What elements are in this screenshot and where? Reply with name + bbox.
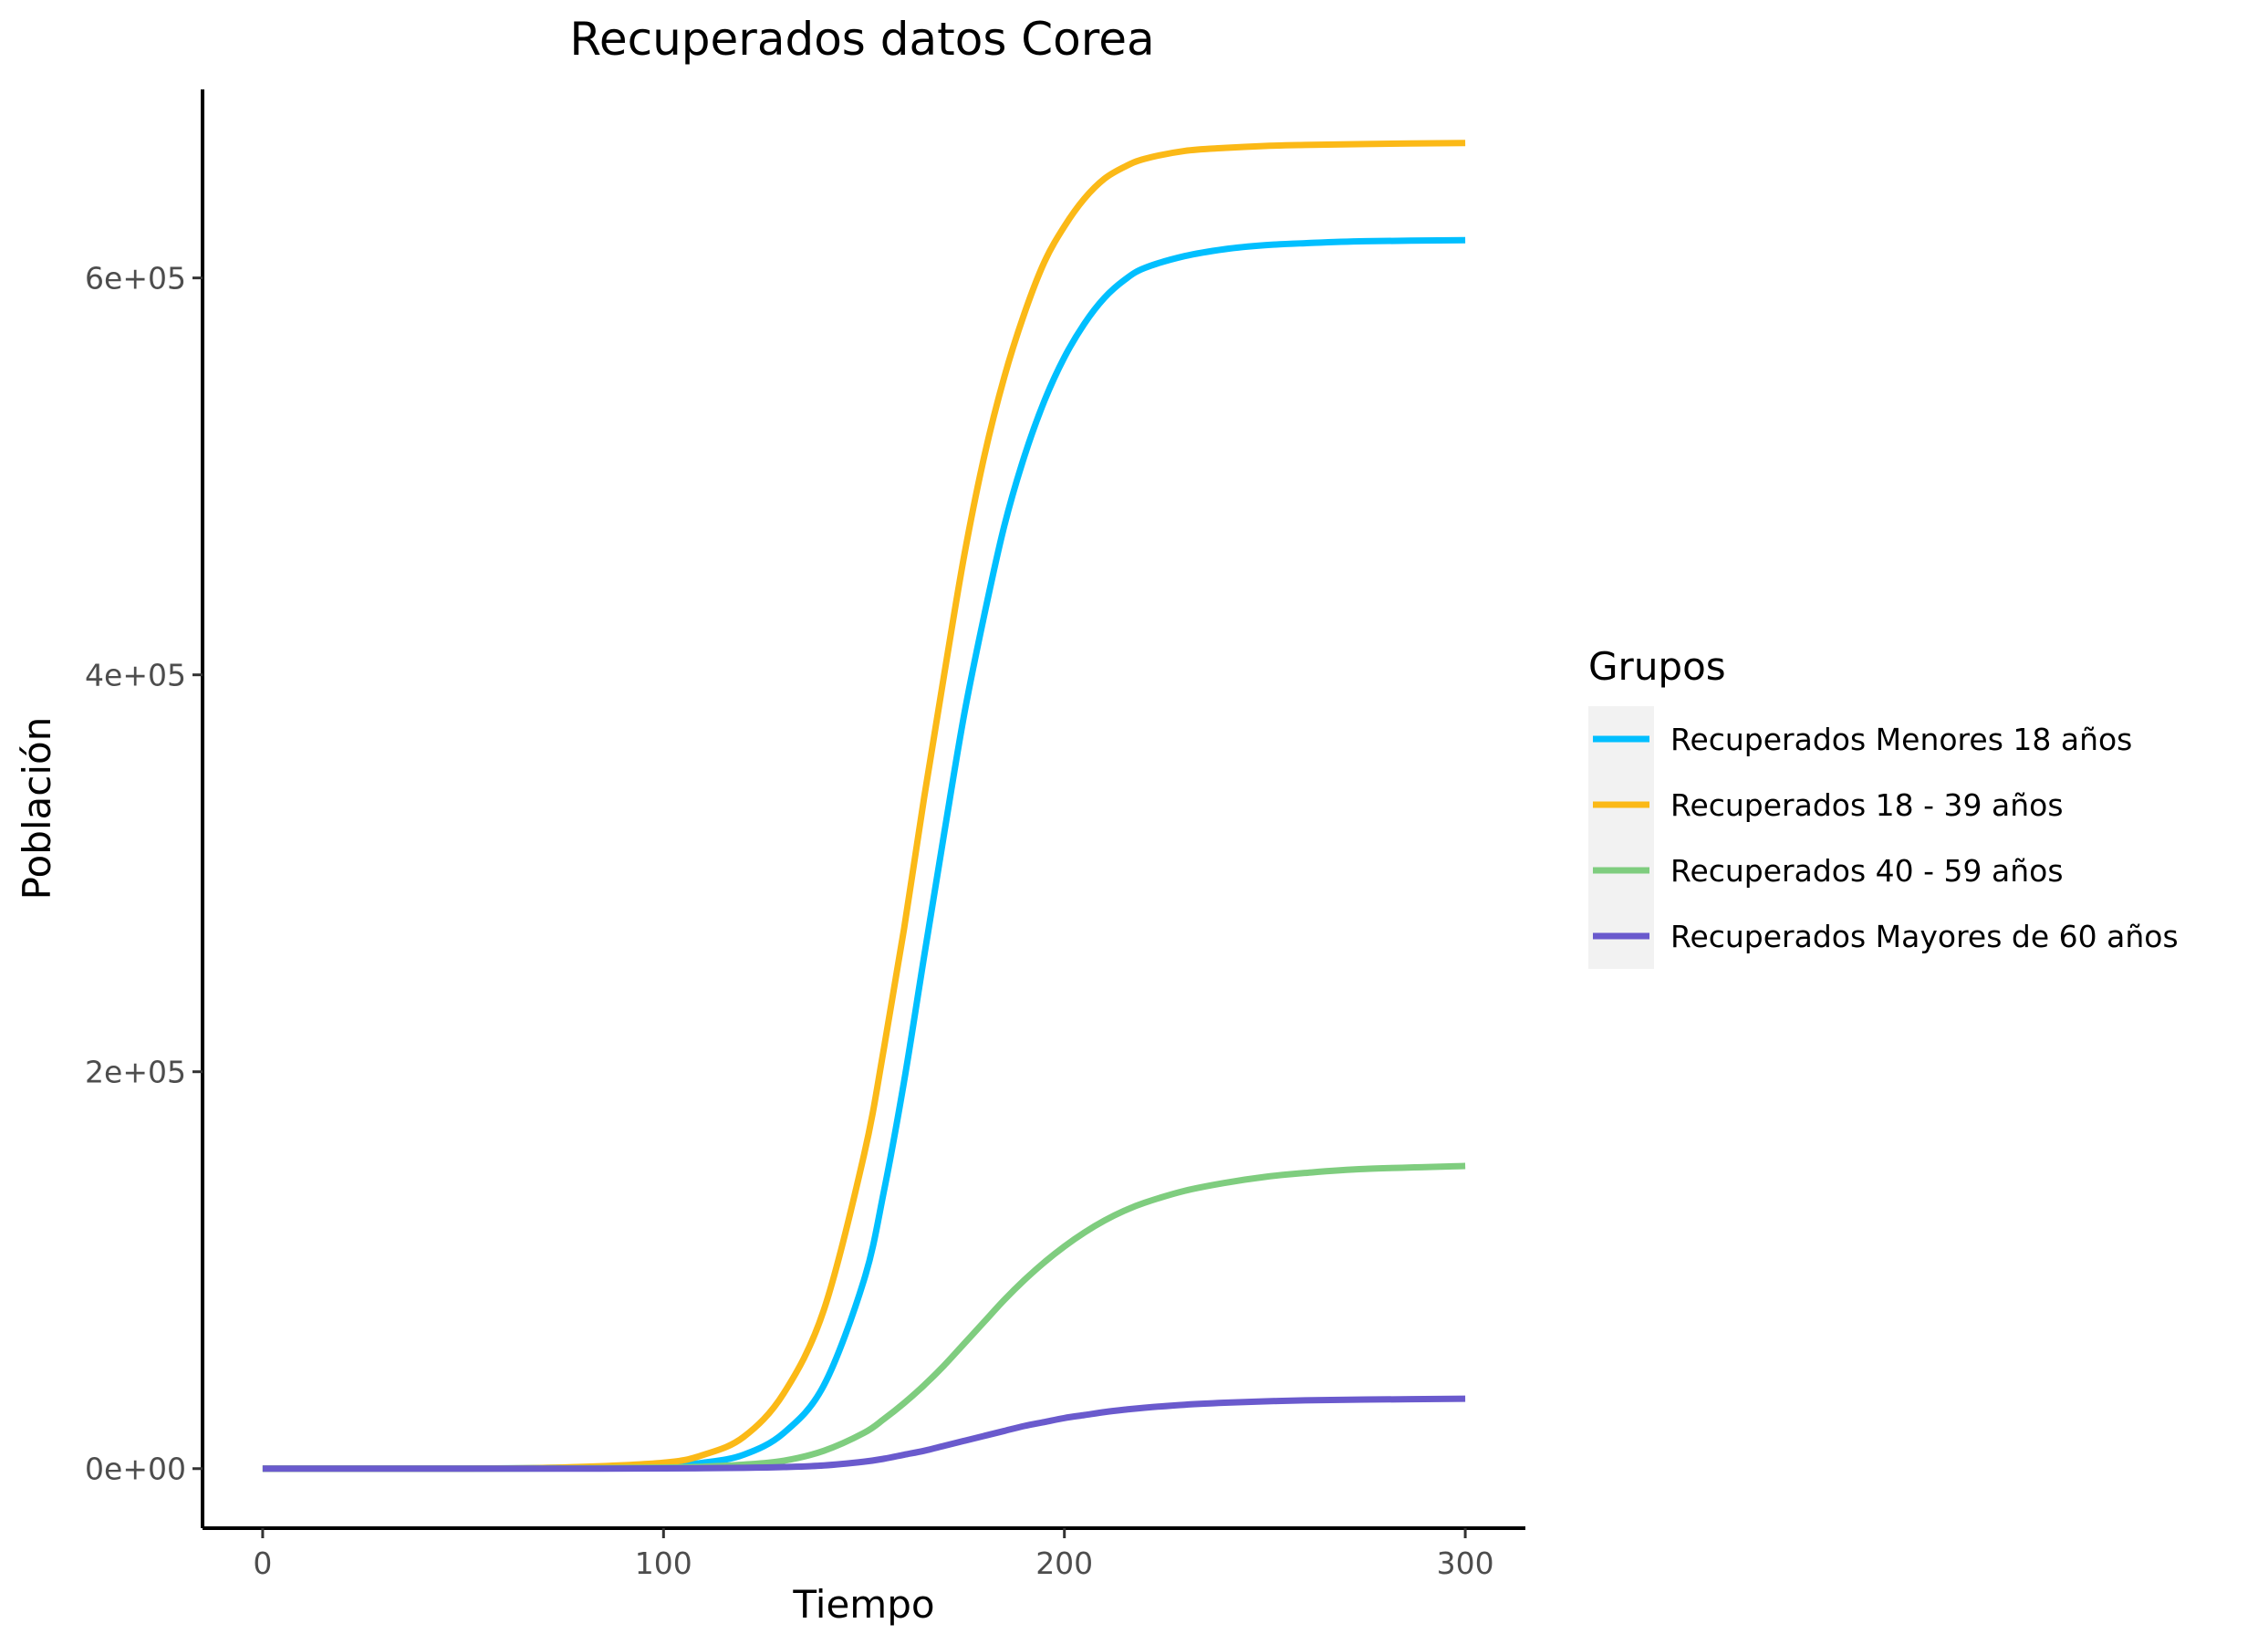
y-axis-ticks: 0e+00 2e+05 4e+05 6e+05	[85, 261, 203, 1487]
series-line	[262, 140, 1466, 1473]
chart-title: Recuperados datos Corea	[569, 13, 1154, 66]
x-tick-label: 200	[1035, 1546, 1093, 1581]
plot-area	[262, 140, 1466, 1473]
legend-key-background	[1588, 706, 1654, 969]
y-tick-label: 0e+00	[85, 1452, 186, 1487]
legend-title: Grupos	[1588, 644, 1726, 689]
legend: Grupos Recuperados Menores 18 añosRecupe…	[1588, 644, 2179, 969]
series-line	[262, 1395, 1466, 1473]
y-tick-label: 2e+05	[85, 1055, 186, 1090]
y-tick-label: 6e+05	[85, 261, 186, 297]
y-axis-title: Población	[15, 717, 59, 900]
x-tick-label: 300	[1437, 1546, 1494, 1581]
y-tick-label: 4e+05	[85, 658, 186, 693]
legend-label: Recuperados Menores 18 años	[1670, 722, 2132, 757]
x-tick-label: 100	[635, 1546, 692, 1581]
legend-label: Recuperados Mayores de 60 años	[1670, 919, 2179, 954]
x-axis-title: Tiempo	[792, 1582, 934, 1627]
legend-label: Recuperados 40 - 59 años	[1670, 853, 2064, 889]
x-axis-ticks: 0 100 200 300	[253, 1528, 1494, 1581]
legend-items: Recuperados Menores 18 años Recuperados 1…	[1593, 722, 2179, 954]
x-tick-label: 0	[253, 1546, 272, 1581]
legend-label: Recuperados 18 - 39 años	[1670, 787, 2064, 823]
series-layer	[262, 140, 1466, 1473]
